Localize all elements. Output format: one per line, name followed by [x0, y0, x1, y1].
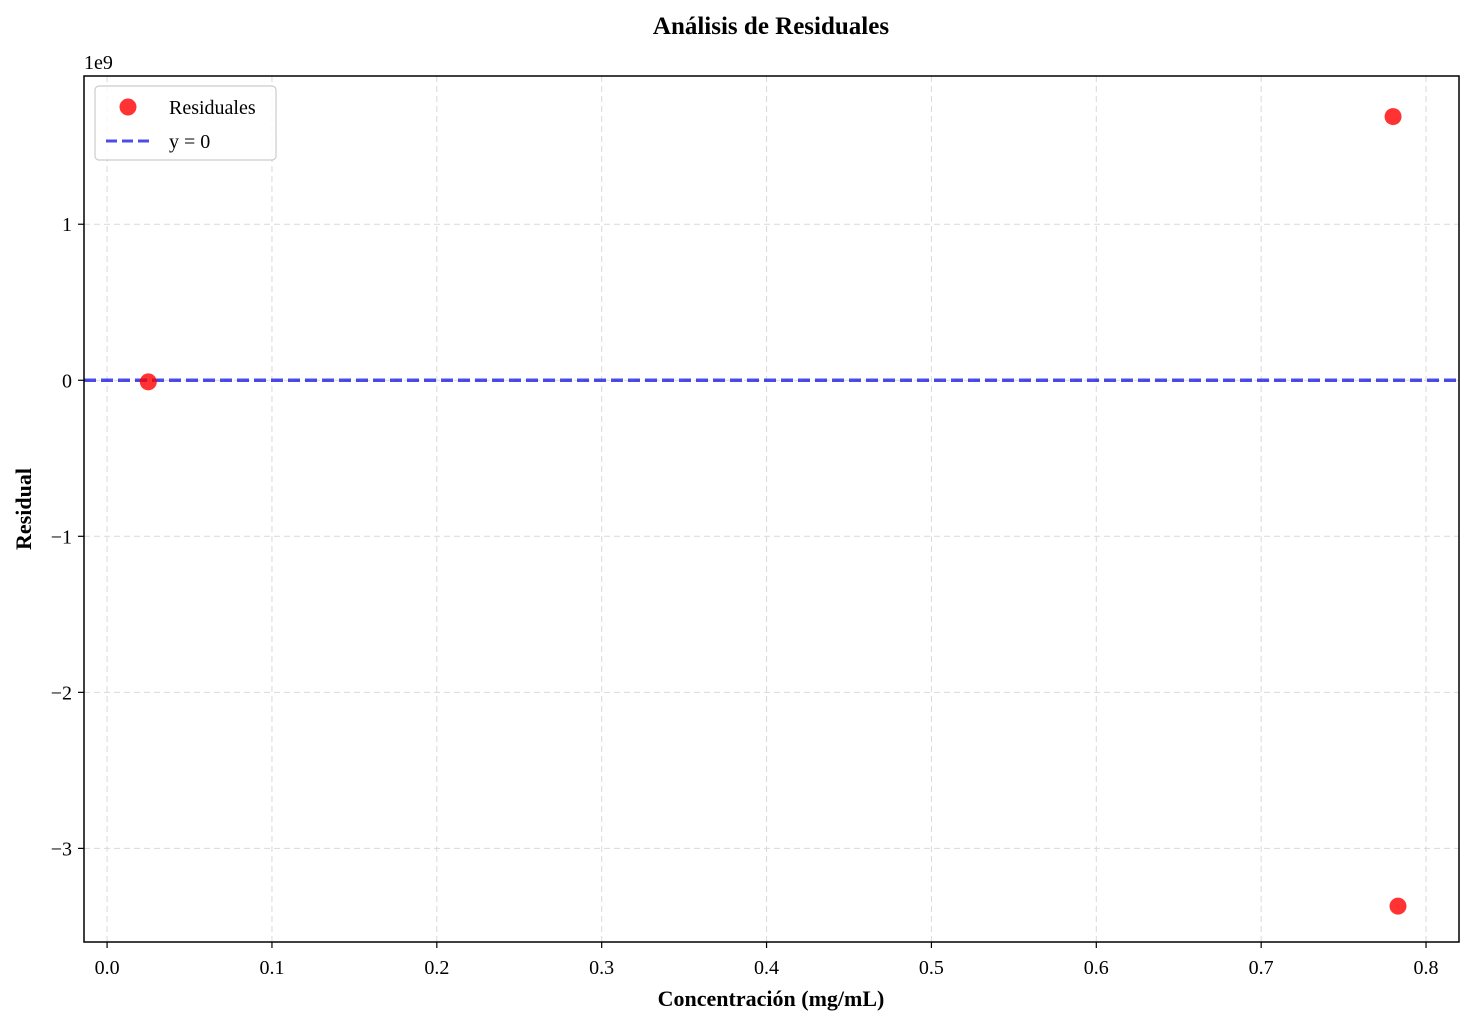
legend-label-residuales: Residuales [169, 97, 256, 119]
residual-point [1389, 897, 1407, 915]
y-tick-label: −2 [51, 682, 72, 704]
x-tick-label: 0.2 [424, 957, 449, 979]
y-tick-label: −1 [51, 526, 72, 548]
y-tick-label: −3 [51, 838, 72, 860]
legend-label-reference-line: y = 0 [169, 131, 210, 153]
legend-marker-residuales [119, 98, 137, 116]
x-axis-ticks: 0.0 0.1 0.2 0.3 0.4 0.5 0.6 0.7 0.8 [95, 942, 1439, 979]
y-tick-label: 0 [62, 370, 72, 392]
chart-title: Análisis de Residuales [653, 13, 889, 40]
legend: Residuales y = 0 [94, 85, 277, 161]
x-tick-label: 0.5 [919, 957, 944, 979]
x-axis-title: Concentración (mg/mL) [658, 986, 885, 1011]
x-tick-label: 0.7 [1249, 957, 1274, 979]
plot-area-frame [83, 75, 1460, 943]
scatter-points [139, 108, 1407, 915]
residual-point [139, 373, 157, 391]
residual-point [1384, 108, 1402, 126]
x-tick-label: 0.0 [95, 957, 120, 979]
x-tick-label: 0.1 [259, 957, 284, 979]
x-tick-label: 0.3 [589, 957, 614, 979]
x-tick-label: 0.4 [754, 957, 779, 979]
y-axis-ticks: −3 −2 −1 0 1 [51, 214, 84, 860]
x-tick-label: 0.8 [1414, 957, 1439, 979]
x-tick-label: 0.6 [1084, 957, 1109, 979]
y-axis-offset-label: 1e9 [84, 52, 113, 74]
y-axis-title: Residual [11, 468, 36, 550]
y-tick-label: 1 [62, 214, 72, 236]
